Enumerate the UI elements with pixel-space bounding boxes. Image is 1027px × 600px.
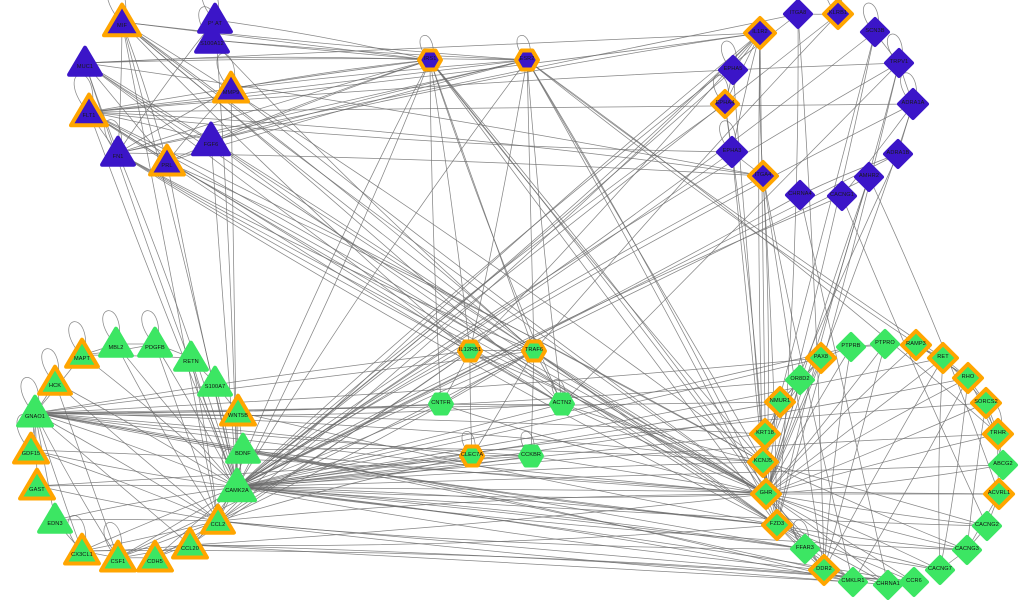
graph-node-trhr[interactable]: TRHR <box>981 417 1015 451</box>
graph-node-nmur1[interactable]: NMUR1 <box>763 385 797 419</box>
graph-node-ccr6[interactable]: CCR6 <box>898 566 930 598</box>
graph-node-camk2a[interactable]: CAMK2A <box>216 467 258 507</box>
graph-node-sorcs2[interactable]: SORCS2 <box>969 386 1003 420</box>
graph-node-fgf6[interactable]: FGF6 <box>190 121 232 161</box>
graph-node-pdgfb[interactable]: PDGFB <box>137 326 173 362</box>
graph-node-flt1[interactable]: FLT1 <box>68 92 110 132</box>
graph-node-irs1[interactable]: IRS1 <box>416 46 444 74</box>
graph-node-mbl2[interactable]: MBL2 <box>98 326 134 362</box>
graph-node-gnao1[interactable]: GNAO1 <box>16 394 54 432</box>
graph-node-muc1[interactable]: MUC1 <box>67 45 103 81</box>
graph-node-acvrl1[interactable]: ACVRL1 <box>982 477 1016 511</box>
graph-node-cx3cl1[interactable]: CX3CL1 <box>63 532 101 570</box>
graph-node-esr2[interactable]: ESR2 <box>513 46 541 74</box>
graph-node-epha5[interactable]: EPHA5 <box>717 54 749 86</box>
graph-node-chrna4[interactable]: CHRNA4 <box>784 179 816 211</box>
graph-node-ghr[interactable]: GHR <box>749 477 783 511</box>
graph-node-mif[interactable]: MIF <box>101 2 143 42</box>
graph-node-cmklr1[interactable]: CMKLR1 <box>837 566 869 598</box>
graph-node-cckbr[interactable]: CCKBR <box>517 442 545 470</box>
graph-node-epha4[interactable]: EPHA4 <box>709 88 741 120</box>
graph-node-traf6[interactable]: TRAF6 <box>520 337 548 365</box>
graph-node-cdh5[interactable]: CDH5 <box>136 539 174 577</box>
graph-node-kcnj5[interactable]: KCNJ5 <box>746 445 780 479</box>
graph-node-il1r2[interactable]: IL1R2 <box>742 15 778 51</box>
graph-node-adra1a[interactable]: ADRA1A <box>896 87 930 121</box>
graph-node-bdnf[interactable]: BDNF <box>225 432 261 468</box>
graph-node-gdf15[interactable]: GDF15 <box>12 431 50 469</box>
graph-node-ptprb[interactable]: PTPRB <box>835 331 867 363</box>
graph-node-gast[interactable]: GAST <box>18 467 56 505</box>
graph-node-cacng1[interactable]: CACNG1 <box>826 180 858 212</box>
graph-node-trpv1[interactable]: TRPV1 <box>883 47 915 79</box>
graph-node-s100a12[interactable]: S100A12 <box>194 22 230 58</box>
graph-node-csf1[interactable]: CSF1 <box>99 539 137 577</box>
graph-node-prl[interactable]: PRL <box>148 143 186 181</box>
graph-node-scn3b[interactable]: SCN3B <box>859 16 891 48</box>
graph-node-itga8[interactable]: ITGA8 <box>782 0 814 30</box>
graph-node-wnt5b[interactable]: WNT5B <box>219 393 257 431</box>
graph-node-adra1b[interactable]: ADRA1B <box>882 138 914 170</box>
graph-node-ptpro[interactable]: PTPRO <box>869 328 901 360</box>
graph-node-epha3[interactable]: EPHA3 <box>715 135 749 169</box>
graph-node-actn2[interactable]: ACTN2 <box>548 390 576 418</box>
graph-node-klrb1[interactable]: KLRB1 <box>821 0 855 31</box>
graph-node-itga4[interactable]: ITGA4 <box>746 159 780 193</box>
graph-node-fn1[interactable]: FN1 <box>100 135 136 171</box>
graph-node-ccl20[interactable]: CCL20 <box>171 526 209 564</box>
graph-node-cntfr[interactable]: CNTFR <box>427 390 455 418</box>
graph-node-il12rb1[interactable]: IL12RB1 <box>456 337 484 365</box>
graph-node-clec7a[interactable]: CLEC7A <box>458 442 486 470</box>
graph-node-ddr2[interactable]: DDR2 <box>807 553 841 587</box>
graph-node-mmp9[interactable]: MMP9 <box>212 70 250 108</box>
